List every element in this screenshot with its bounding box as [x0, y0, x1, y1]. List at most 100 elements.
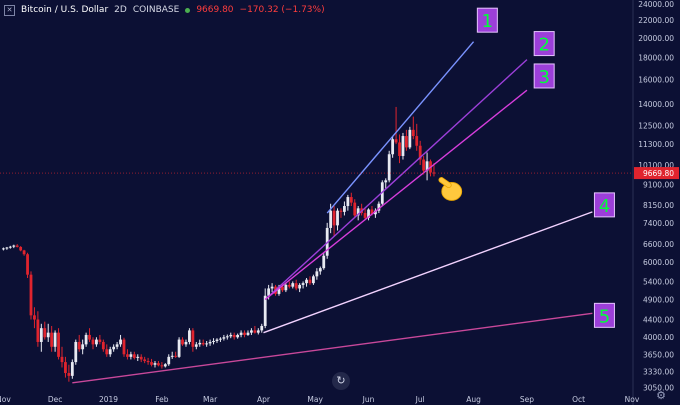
candle: [64, 356, 67, 378]
price-tick-label: 7400.00: [643, 219, 674, 228]
candle-body: [222, 337, 226, 339]
candle: [322, 252, 326, 270]
candle: [108, 346, 112, 357]
candle-body: [287, 284, 291, 287]
candle: [305, 278, 308, 287]
candle-body: [215, 339, 219, 342]
candle-body: [298, 284, 302, 289]
candle-body: [191, 330, 195, 347]
fan-line-5: [72, 312, 593, 384]
candle-body: [122, 339, 126, 355]
price-axis[interactable]: 24000.00 22000.00 20000.00 18000.00 16000.00…: [632, 0, 674, 405]
candle: [229, 332, 233, 339]
candle: [343, 201, 346, 216]
time-tick-label: Jul: [415, 395, 425, 404]
candle-body: [136, 356, 140, 358]
candle-body: [177, 339, 181, 357]
candle-body: [339, 210, 343, 212]
fan-line-2: [264, 59, 528, 301]
candle-body: [181, 339, 184, 345]
candle-body: [5, 247, 9, 249]
candle-body: [157, 363, 160, 366]
candle-body: [98, 339, 102, 342]
candle: [205, 341, 209, 347]
close-icon[interactable]: ✕: [4, 4, 15, 16]
candle: [36, 311, 40, 347]
price-tick-label: 12500.00: [638, 121, 674, 130]
time-tick-label: Aug: [466, 395, 481, 404]
candle-body: [139, 356, 143, 360]
candle: [363, 208, 367, 221]
candle: [91, 337, 95, 350]
fan-label-text: 4: [599, 196, 610, 217]
candle: [39, 323, 43, 352]
candle: [88, 328, 91, 342]
candle-body: [95, 339, 98, 345]
candle-body: [343, 206, 346, 212]
candle-body: [101, 341, 105, 350]
candle: [160, 362, 164, 369]
price-tick-label: 18000.00: [638, 54, 674, 63]
fan-line-4: [263, 211, 593, 334]
candle-body: [236, 334, 240, 338]
candle: [77, 334, 81, 352]
candle: [377, 201, 381, 214]
candle-body: [112, 346, 116, 350]
candle-body: [219, 338, 222, 340]
time-tick-label: Sep: [520, 395, 534, 404]
candle: [222, 334, 226, 341]
candle: [408, 126, 412, 150]
gear-icon[interactable]: ⚙: [656, 389, 666, 402]
candle: [74, 339, 78, 365]
candle: [215, 338, 219, 343]
candle: [318, 266, 322, 275]
candle-body: [8, 246, 12, 248]
candle: [236, 333, 240, 339]
candle: [315, 268, 319, 280]
candle-body: [229, 334, 233, 337]
candle-body: [318, 268, 322, 272]
candle-body: [205, 343, 209, 345]
candle-body: [260, 325, 264, 331]
candle: [422, 155, 426, 175]
candle: [46, 323, 50, 342]
candle-body: [150, 362, 153, 365]
candle: [208, 339, 212, 346]
candle: [122, 337, 126, 357]
time-axis[interactable]: Nov Dec 2019 Feb Mar Apr May Jun Jul Aug Sep Oct Nov: [0, 395, 640, 404]
candle: [411, 116, 415, 140]
candle: [153, 361, 157, 368]
candle: [98, 334, 102, 345]
candle: [246, 330, 250, 336]
candle-body: [432, 172, 436, 174]
candle: [67, 364, 71, 382]
candle-body: [163, 364, 167, 367]
candle-body: [411, 129, 415, 137]
candle-body: [270, 286, 274, 289]
candle: [284, 283, 288, 293]
candle: [12, 244, 16, 249]
candle-body: [115, 344, 119, 347]
candle-body: [253, 330, 257, 333]
price-tick-label: 8150.00: [643, 201, 674, 210]
candle: [170, 351, 174, 359]
candle-body: [401, 136, 405, 156]
candle: [291, 281, 295, 289]
candle-body: [239, 332, 243, 335]
candle: [101, 339, 105, 352]
refresh-icon[interactable]: ↻: [332, 372, 350, 390]
candle-body: [167, 356, 171, 365]
candle: [374, 208, 377, 218]
candle-body: [88, 334, 91, 340]
candle-body: [263, 295, 267, 326]
candle-body: [305, 279, 308, 284]
candle: [129, 351, 133, 360]
price-tick-label: 4900.00: [643, 296, 674, 305]
candle: [239, 330, 243, 338]
candle-body: [170, 355, 174, 357]
price-change: −170.32 (−1.73%): [239, 5, 325, 15]
candle: [270, 283, 274, 293]
candle-body: [81, 344, 85, 350]
price-tick-label: 3650.00: [643, 350, 674, 359]
